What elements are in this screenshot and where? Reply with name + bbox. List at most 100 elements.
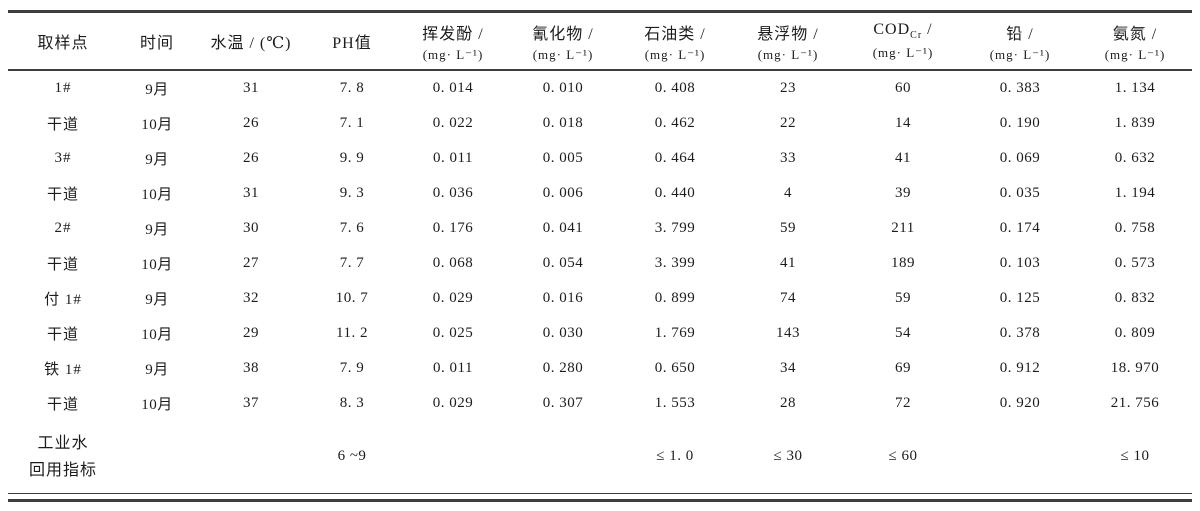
cell-petroleum: 0. 650 xyxy=(654,360,696,376)
cell-volatile-phenol: 0. 029 xyxy=(432,395,474,411)
table-row: 3# 9月 26 9. 9 0. 011 0. 005 0. 464 33 41 0. 069 0.… xyxy=(8,141,1192,176)
cell-cyanide: 0. 030 xyxy=(542,325,584,341)
cell-water-temp xyxy=(196,421,306,493)
cell-suspended-solids: ≤ 30 xyxy=(773,448,803,465)
cell-lead: 0. 103 xyxy=(999,255,1041,271)
col-header-petroleum: 石油类 / (mg· L⁻¹) xyxy=(618,12,732,71)
cell-ph-value: 9. 9 xyxy=(339,150,365,166)
cell-water-temp: 37 xyxy=(243,395,259,411)
cell-cyanide: 0. 010 xyxy=(542,80,584,96)
cell-water-temp: 31 xyxy=(243,80,259,96)
cell-ph-value: 7. 1 xyxy=(339,115,365,131)
col-header-name: CODCr / xyxy=(844,21,962,41)
cell-cyanide: 0. 005 xyxy=(542,150,584,166)
col-header-unit: (mg· L⁻¹) xyxy=(757,46,819,62)
cell-suspended-solids: 33 xyxy=(780,150,796,166)
cell-time: 10月 xyxy=(141,117,173,133)
cell-volatile-phenol: 0. 022 xyxy=(432,115,474,131)
cell-volatile-phenol: 0. 014 xyxy=(432,80,474,96)
col-header-ph-value: PH值 xyxy=(332,35,372,52)
col-header-unit: (mg· L⁻¹) xyxy=(644,46,706,62)
cod-label: COD xyxy=(873,21,911,39)
col-header-name: 氨氮 / xyxy=(1112,25,1158,43)
cell-ammonia-nitrogen: 0. 832 xyxy=(1114,290,1156,306)
cell-volatile-phenol: 0. 176 xyxy=(432,220,474,236)
table-row: 2# 9月 30 7. 6 0. 176 0. 041 3. 799 59 211 0. 174 0… xyxy=(8,211,1192,246)
col-header-lead: 铅 / (mg· L⁻¹) xyxy=(962,12,1078,71)
cell-sampling-point: 3# xyxy=(54,150,72,166)
cell-sampling-point: 干道 xyxy=(46,257,79,273)
cell-cod-cr: 41 xyxy=(895,150,911,166)
table-row-standard-limits: 工业水 回用指标 6 ~9 ≤ 1. 0 ≤ 30 ≤ 60 ≤ 10 xyxy=(8,421,1192,493)
cell-volatile-phenol xyxy=(398,421,508,493)
cell-ph-value: 10. 7 xyxy=(335,290,369,306)
table-row: 干道 10月 29 11. 2 0. 025 0. 030 1. 769 143 54 0. 37… xyxy=(8,316,1192,351)
col-header-name: 挥发酚 / xyxy=(422,25,484,43)
table-row: 干道 10月 37 8. 3 0. 029 0. 307 1. 553 28 72 0. 920 2… xyxy=(8,386,1192,421)
cell-volatile-phenol: 0. 068 xyxy=(432,255,474,271)
cell-volatile-phenol: 0. 011 xyxy=(433,150,473,166)
col-header-suspended-solids: 悬浮物 / (mg· L⁻¹) xyxy=(732,12,844,71)
cell-cyanide: 0. 054 xyxy=(542,255,584,271)
cell-sampling-point: 付 1# xyxy=(44,292,82,308)
col-header-cod-cr: CODCr / (mg· L⁻¹) xyxy=(844,12,962,71)
cell-time: 9月 xyxy=(145,292,169,308)
col-header-volatile-phenol: 挥发酚 / (mg· L⁻¹) xyxy=(398,12,508,71)
table-row: 付 1# 9月 32 10. 7 0. 029 0. 016 0. 899 74 59 0. 12… xyxy=(8,281,1192,316)
cell-sampling-point: 1# xyxy=(54,80,72,96)
cell-ph-value: 7. 8 xyxy=(339,80,365,96)
header-row: 取样点 时间 水温 / (℃) PH值 挥发酚 / (mg· L⁻¹) 氰化物 … xyxy=(8,11,1192,71)
cell-cod-cr: 14 xyxy=(895,115,911,131)
cell-lead: 0. 035 xyxy=(999,185,1041,201)
cell-volatile-phenol: 0. 025 xyxy=(432,325,474,341)
col-header-unit: (mg· L⁻¹) xyxy=(989,46,1051,62)
cell-ammonia-nitrogen: ≤ 10 xyxy=(1120,448,1150,465)
col-header-unit: (mg· L⁻¹) xyxy=(1104,46,1166,62)
cell-sampling-point: 铁 1# xyxy=(44,362,82,378)
cell-suspended-solids: 4 xyxy=(784,185,792,201)
cell-water-temp: 27 xyxy=(243,255,259,271)
cell-lead: 0. 912 xyxy=(999,360,1041,376)
col-header-water-temp: 水温 / (℃) xyxy=(210,35,292,52)
cell-cod-cr: 59 xyxy=(895,290,911,306)
cell-petroleum: 0. 462 xyxy=(654,115,696,131)
cell-lead: 0. 920 xyxy=(999,395,1041,411)
cell-ph-value: 7. 6 xyxy=(339,220,365,236)
cell-ph-value: 8. 3 xyxy=(339,395,365,411)
cell-sampling-point: 工业水 回用指标 xyxy=(28,434,97,479)
table-body: 1# 9月 31 7. 8 0. 014 0. 010 0. 408 23 60 0. 383 1.… xyxy=(8,70,1192,493)
cell-water-temp: 31 xyxy=(243,185,259,201)
cell-cod-cr: ≤ 60 xyxy=(888,448,918,465)
cell-petroleum: 1. 553 xyxy=(654,395,696,411)
water-quality-table: 取样点 时间 水温 / (℃) PH值 挥发酚 / (mg· L⁻¹) 氰化物 … xyxy=(8,10,1192,494)
cell-ammonia-nitrogen: 18. 970 xyxy=(1110,360,1160,376)
cell-ph-value: 6 ~9 xyxy=(337,448,367,465)
table-row: 铁 1# 9月 38 7. 9 0. 011 0. 280 0. 650 34 69 0. 912… xyxy=(8,351,1192,386)
cell-time: 9月 xyxy=(145,82,169,98)
cell-suspended-solids: 34 xyxy=(780,360,796,376)
cell-time: 10月 xyxy=(141,397,173,413)
cell-sampling-point: 干道 xyxy=(46,327,79,343)
cell-cod-cr: 60 xyxy=(895,80,911,96)
cell-suspended-solids: 28 xyxy=(780,395,796,411)
col-header-name: 石油类 / xyxy=(644,25,706,43)
col-header-name: 氰化物 / xyxy=(532,25,594,43)
cell-lead xyxy=(962,421,1078,493)
cell-time: 9月 xyxy=(145,222,169,238)
cell-ammonia-nitrogen: 0. 573 xyxy=(1114,255,1156,271)
cell-suspended-solids: 59 xyxy=(780,220,796,236)
cod-slash: / xyxy=(922,21,933,39)
table-header: 取样点 时间 水温 / (℃) PH值 挥发酚 / (mg· L⁻¹) 氰化物 … xyxy=(8,11,1192,71)
cell-suspended-solids: 41 xyxy=(780,255,796,271)
cell-cyanide: 0. 307 xyxy=(542,395,584,411)
cell-water-temp: 26 xyxy=(243,150,259,166)
cell-time: 9月 xyxy=(145,362,169,378)
cell-petroleum: 0. 440 xyxy=(654,185,696,201)
cell-petroleum: 1. 769 xyxy=(654,325,696,341)
table-row: 1# 9月 31 7. 8 0. 014 0. 010 0. 408 23 60 0. 383 1.… xyxy=(8,70,1192,106)
cell-ph-value: 7. 7 xyxy=(339,255,365,271)
cod-subscript: Cr xyxy=(910,30,923,42)
cell-water-temp: 29 xyxy=(243,325,259,341)
cell-petroleum: 0. 464 xyxy=(654,150,696,166)
